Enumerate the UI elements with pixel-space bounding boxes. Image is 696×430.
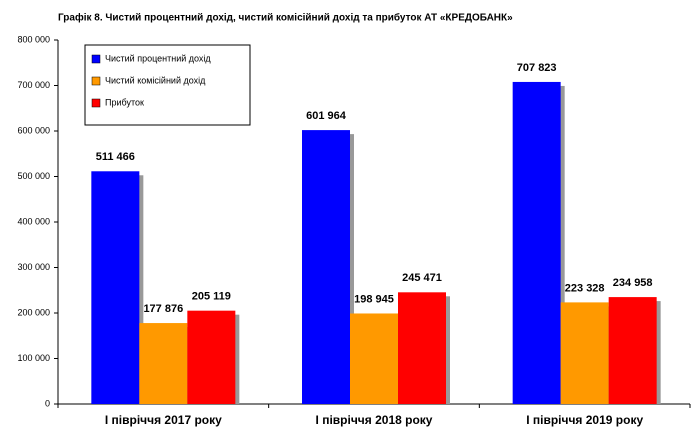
bar: [560, 302, 609, 404]
data-label: 177 876: [143, 303, 183, 315]
y-tick-label: 300 000: [17, 262, 50, 272]
data-label: 234 958: [613, 277, 653, 289]
bar: [350, 313, 398, 404]
chart-title: Графік 8. Чистий процентний дохід, чисти…: [58, 12, 513, 24]
data-label: 223 328: [565, 282, 605, 294]
data-label: 245 471: [402, 272, 442, 284]
legend-label: Прибуток: [105, 97, 144, 107]
bar: [302, 130, 350, 404]
data-label: 601 964: [306, 110, 347, 122]
legend-swatch: [91, 54, 101, 64]
bar: [398, 292, 446, 404]
x-tick-label: I півріччя 2019 року: [526, 413, 643, 427]
y-tick-label: 600 000: [17, 125, 50, 135]
bar: [91, 171, 140, 404]
legend-swatch: [91, 98, 101, 108]
bar: [139, 323, 188, 404]
x-tick-label: I півріччя 2017 року: [105, 413, 222, 427]
legend-swatch: [91, 76, 101, 86]
legend-label: Чистий процентний дохід: [105, 53, 211, 63]
y-tick-label: 800 000: [17, 34, 50, 44]
legend-box: [84, 44, 251, 126]
y-tick-label: 200 000: [17, 307, 50, 317]
y-tick-label: 700 000: [17, 80, 50, 90]
x-tick-label: I півріччя 2018 року: [316, 413, 433, 427]
bar: [187, 310, 236, 404]
data-label: 511 466: [96, 151, 135, 163]
y-tick-label: 0: [45, 398, 50, 408]
data-label: 198 945: [354, 293, 394, 305]
y-tick-label: 100 000: [17, 353, 50, 363]
bar: [512, 81, 561, 404]
data-label: 707 823: [517, 62, 557, 74]
bar: [608, 297, 657, 404]
y-tick-label: 400 000: [17, 216, 50, 226]
legend-label: Чистий комісійний дохід: [105, 75, 206, 85]
y-tick-label: 500 000: [17, 171, 50, 181]
data-label: 205 119: [192, 291, 231, 303]
